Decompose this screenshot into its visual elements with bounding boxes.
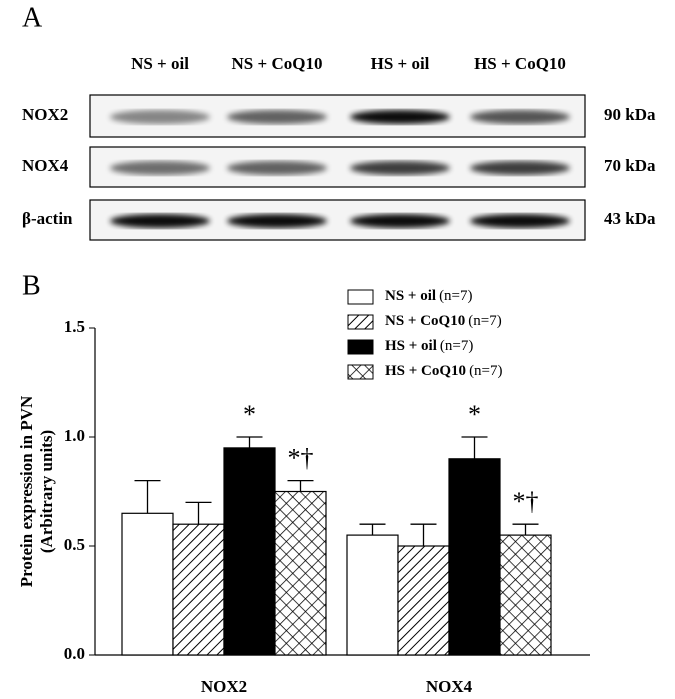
bar [172,523,225,656]
size-label: 90 kDa [604,105,656,124]
legend-label: HS + CoQ10 (n=7) [385,363,503,379]
band [110,214,210,228]
lane-label: HS + oil [371,54,430,73]
row-label: NOX4 [22,156,69,175]
panel-label: A [22,2,43,33]
bar [448,458,501,656]
legend-n: (n=7) [469,363,502,379]
y-axis-label-line: Protein expression in PVN [17,395,36,587]
legend-n: (n=7) [439,288,472,304]
legend-swatch [347,364,374,380]
annotation: *† [288,444,314,473]
bar [274,490,327,656]
legend-swatch [347,289,374,305]
panel-label: B [22,270,41,301]
lane-label: NS + oil [131,54,189,73]
band [110,161,210,175]
legend-label: HS + oil (n=7) [385,338,473,354]
bar [223,447,276,656]
x-tick-label: NOX4 [426,677,473,696]
legend-name: HS + oil [385,338,437,354]
band [470,110,570,124]
band [227,161,327,175]
y-tick-label: 1.0 [64,426,85,445]
bar [499,534,552,656]
y-axis-label-line: (Arbitrary units) [37,430,56,553]
row-label: β-actin [22,209,73,228]
annotation: *† [513,487,539,516]
band [470,161,570,175]
bar [121,512,174,656]
annotation: * [243,400,256,429]
legend-n: (n=7) [440,338,473,354]
legend-label: NS + CoQ10 (n=7) [385,313,502,329]
legend-label: NS + oil (n=7) [385,288,473,304]
band [350,214,450,228]
y-axis-label: Protein expression in PVN(Arbitrary unit… [17,395,56,587]
y-tick-label: 1.5 [64,317,85,336]
size-label: 43 kDa [604,209,656,228]
x-tick-label: NOX2 [201,677,247,696]
y-tick-label: 0.5 [64,535,85,554]
band [470,214,570,228]
legend-name: HS + CoQ10 [385,363,466,379]
band [110,110,210,124]
legend-name: NS + oil [385,288,436,304]
legend-swatch [347,339,374,355]
legend-n: (n=7) [468,313,501,329]
band [350,110,450,124]
band [227,214,327,228]
legend-name: NS + CoQ10 [385,313,465,329]
annotation: * [468,400,481,429]
y-tick-label: 0.0 [64,644,85,663]
band [350,161,450,175]
size-label: 70 kDa [604,156,656,175]
lane-label: HS + CoQ10 [474,54,566,73]
legend-swatch [347,314,374,330]
lane-label: NS + CoQ10 [232,54,323,73]
bar [397,545,450,656]
row-label: NOX2 [22,105,68,124]
bar [346,534,399,656]
band [227,110,327,124]
